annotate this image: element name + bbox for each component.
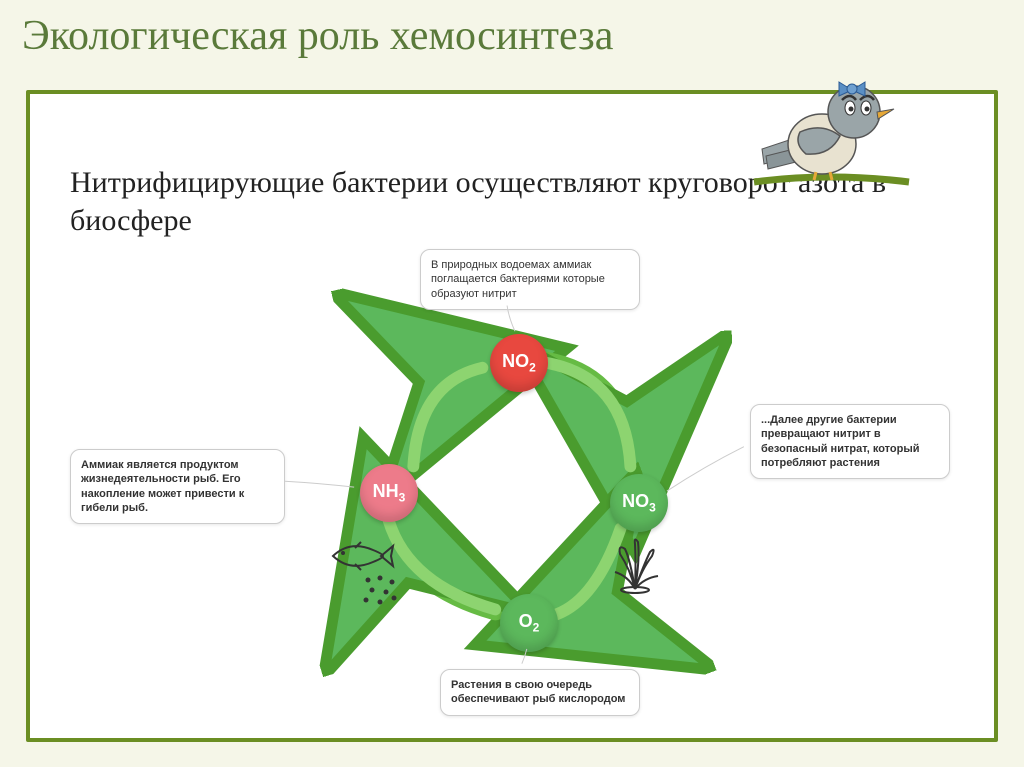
callout-right: ...Далее другие бактерии превращают нитр… [750, 404, 950, 479]
callout-left: Аммиак является продуктом жизнедеятельно… [70, 449, 285, 524]
plant-icon [600, 534, 670, 599]
node-no2: NO2 [490, 334, 548, 392]
callout-text: Аммиак является продуктом жизнедеятельно… [81, 459, 244, 514]
callout-bottom: Растения в свою очередь обеспечивают рыб… [440, 669, 640, 716]
bird-decoration [744, 54, 914, 194]
callout-text: ...Далее другие бактерии превращают нитр… [761, 414, 920, 469]
node-label: NO2 [502, 351, 536, 375]
callout-text: Растения в свою очередь обеспечивают рыб… [451, 679, 625, 705]
nitrogen-cycle-diagram: NO2 NH3 NO3 O2 В природных водоемах амми… [70, 274, 954, 718]
node-nh3: NH3 [360, 464, 418, 522]
callout-top: В природных водоемах аммиак поглащается … [420, 249, 640, 310]
node-label: O2 [519, 611, 540, 635]
node-no3: NO3 [610, 474, 668, 532]
node-label: NH3 [373, 481, 406, 505]
page-title: Экологическая роль хемосинтеза [0, 0, 1024, 60]
callout-text: В природных водоемах аммиак поглащается … [431, 259, 605, 300]
dots-icon [360, 574, 410, 619]
node-o2: O2 [500, 594, 558, 652]
node-label: NO3 [622, 491, 656, 515]
